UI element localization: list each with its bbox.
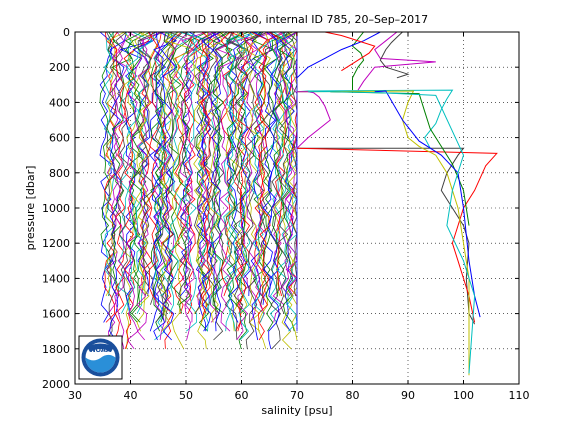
- x-tick-label: 110: [509, 389, 530, 402]
- salinity-profile-series: [330, 91, 470, 226]
- y-tick-label: 1800: [42, 343, 70, 356]
- salinity-profile-line: [123, 32, 154, 349]
- salinity-profile-series: [308, 90, 476, 374]
- y-tick-label: 1000: [42, 202, 70, 215]
- salinity-profile-line: [137, 32, 160, 306]
- salinity-profile-line: [276, 32, 297, 314]
- salinity-profile-line: [201, 32, 222, 332]
- y-tick-label: 400: [49, 96, 70, 109]
- salinity-profile-line: [268, 32, 288, 297]
- x-tick-label: 70: [290, 389, 304, 402]
- salinity-profile-series: [357, 32, 436, 91]
- salinity-profile-line: [105, 32, 125, 297]
- salinity-profile-line: [115, 32, 129, 305]
- salinity-profile-line: [192, 32, 211, 332]
- profiles: [99, 32, 498, 376]
- salinity-profile-line: [124, 32, 144, 323]
- y-axis-label: pressure [dbar]: [24, 166, 37, 251]
- salinity-profile-line: [226, 32, 244, 332]
- salinity-profile-series: [379, 32, 410, 79]
- salinity-profile-line: [287, 32, 298, 297]
- salinity-profile-line: [287, 32, 298, 341]
- salinity-profile-line: [174, 32, 201, 314]
- salinity-profile-line: [277, 32, 297, 332]
- salinity-profile-line: [150, 32, 174, 332]
- noaa-logo: NOAA: [78, 335, 123, 380]
- salinity-profile-line: [153, 32, 178, 341]
- x-tick-label: 40: [124, 389, 138, 402]
- salinity-profile-line: [169, 32, 198, 314]
- axis-ticks: 30 40 50 60 70 80 90 100 110 0 200 400 600 800 1000 120…: [42, 26, 530, 402]
- y-tick-label: 1600: [42, 308, 70, 321]
- salinity-profile-line: [181, 32, 207, 341]
- chart-title: WMO ID 1900360, internal ID 785, 20–Sep–…: [162, 13, 428, 26]
- plot-area: [99, 32, 498, 376]
- salinity-profile-line: [267, 32, 283, 349]
- salinity-profile-line: [250, 32, 272, 341]
- salinity-profile-line: [237, 32, 254, 332]
- salinity-profile-line: [147, 32, 161, 306]
- salinity-profile-series: [296, 91, 331, 149]
- salinity-profile-line: [250, 32, 270, 323]
- logo-text: NOAA: [90, 346, 111, 354]
- salinity-profile-series: [324, 32, 376, 72]
- salinity-profile-series: [296, 147, 498, 323]
- salinity-profile-line: [270, 32, 288, 350]
- salinity-profile-line: [132, 32, 160, 297]
- salinity-profile-line: [137, 32, 157, 305]
- salinity-profile-line: [179, 32, 206, 297]
- salinity-profile-line: [255, 32, 283, 314]
- salinity-profile-line: [235, 32, 262, 349]
- salinity-profile-line: [136, 32, 161, 341]
- salinity-profile-line: [103, 32, 117, 297]
- x-tick-label: 90: [401, 389, 415, 402]
- salinity-profile-line: [104, 32, 118, 323]
- x-tick-label: 60: [235, 389, 249, 402]
- salinity-profile-line: [228, 32, 249, 314]
- salinity-profile-line: [262, 32, 278, 305]
- salinity-profile-series: [296, 89, 454, 149]
- salinity-profile-line: [160, 32, 175, 332]
- y-tick-label: 600: [49, 132, 70, 145]
- x-axis-label: salinity [psu]: [261, 404, 332, 417]
- salinity-profile-line: [194, 32, 219, 349]
- salinity-profile-line: [208, 32, 233, 323]
- y-tick-label: 2000: [42, 378, 70, 391]
- salinity-profile-line: [155, 32, 175, 323]
- salinity-profile-line: [160, 32, 178, 341]
- salinity-profile-line: [194, 32, 221, 314]
- salinity-profile-series: [296, 90, 470, 376]
- y-tick-label: 800: [49, 167, 70, 180]
- salinity-profile-line: [281, 32, 298, 332]
- x-tick-label: 80: [346, 389, 360, 402]
- salinity-profile-line: [178, 32, 208, 314]
- y-tick-label: 1200: [42, 237, 70, 250]
- x-tick-label: 100: [453, 389, 474, 402]
- salinity-profile-series: [296, 32, 381, 79]
- x-tick-label: 50: [179, 389, 193, 402]
- x-tick-label: 30: [68, 389, 82, 402]
- salinity-profile-line: [119, 32, 153, 314]
- salinity-profile-line: [234, 32, 259, 341]
- salinity-profile-line: [111, 32, 132, 349]
- y-tick-label: 200: [49, 61, 70, 74]
- y-tick-label: 1400: [42, 272, 70, 285]
- salinity-profile-series: [374, 90, 481, 318]
- y-tick-label: 0: [63, 26, 70, 39]
- salinity-profile-line: [99, 32, 113, 323]
- salinity-profile-line: [196, 32, 217, 332]
- salinity-profile-line: [178, 32, 212, 332]
- salinity-profile-line: [210, 32, 243, 305]
- salinity-profile-line: [220, 32, 236, 297]
- salinity-profile-line: [262, 32, 293, 332]
- salinity-profile-line: [257, 32, 287, 341]
